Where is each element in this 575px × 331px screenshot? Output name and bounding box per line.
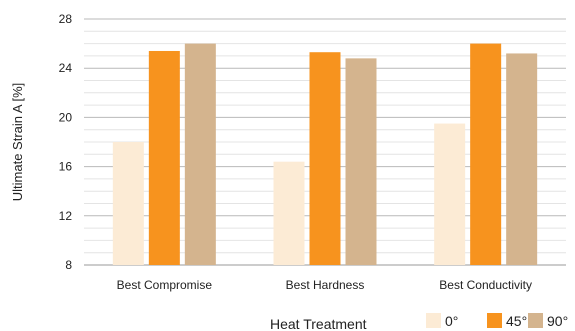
- category-label: Best Compromise: [117, 278, 213, 292]
- bar: [345, 58, 377, 265]
- bar: [184, 43, 216, 265]
- category-label: Best Conductivity: [439, 278, 532, 292]
- bar: [470, 43, 502, 265]
- bar: [148, 50, 180, 266]
- y-tick-label: 8: [65, 258, 72, 272]
- category-label: Best Hardness: [286, 278, 365, 292]
- legend-label: 90°: [547, 313, 568, 329]
- bar: [506, 53, 538, 265]
- bar: [434, 123, 466, 265]
- y-tick-label: 12: [59, 209, 73, 223]
- bar: [273, 161, 305, 265]
- bar: [112, 142, 144, 265]
- y-tick-labels: 8 12 16 20 24 28: [59, 12, 73, 272]
- legend-label: 0°: [445, 313, 458, 329]
- bar: [309, 52, 341, 266]
- y-axis-title: Ultimate Strain A [%]: [10, 83, 25, 202]
- legend-swatch: [528, 313, 543, 328]
- y-tick-label: 16: [59, 160, 73, 174]
- legend-title: Heat Treatment: [270, 316, 367, 331]
- y-tick-label: 28: [59, 12, 73, 26]
- y-tick-label: 20: [59, 110, 73, 124]
- bars: [112, 43, 538, 266]
- category-labels: Best Compromise Best Hardness Best Conduct…: [117, 278, 532, 292]
- y-tick-label: 24: [59, 61, 73, 75]
- legend: Heat Treatment 0° 45° 90°: [270, 313, 568, 331]
- legend-label: 45°: [506, 313, 527, 329]
- legend-swatch: [487, 313, 502, 328]
- legend-swatch: [426, 313, 441, 328]
